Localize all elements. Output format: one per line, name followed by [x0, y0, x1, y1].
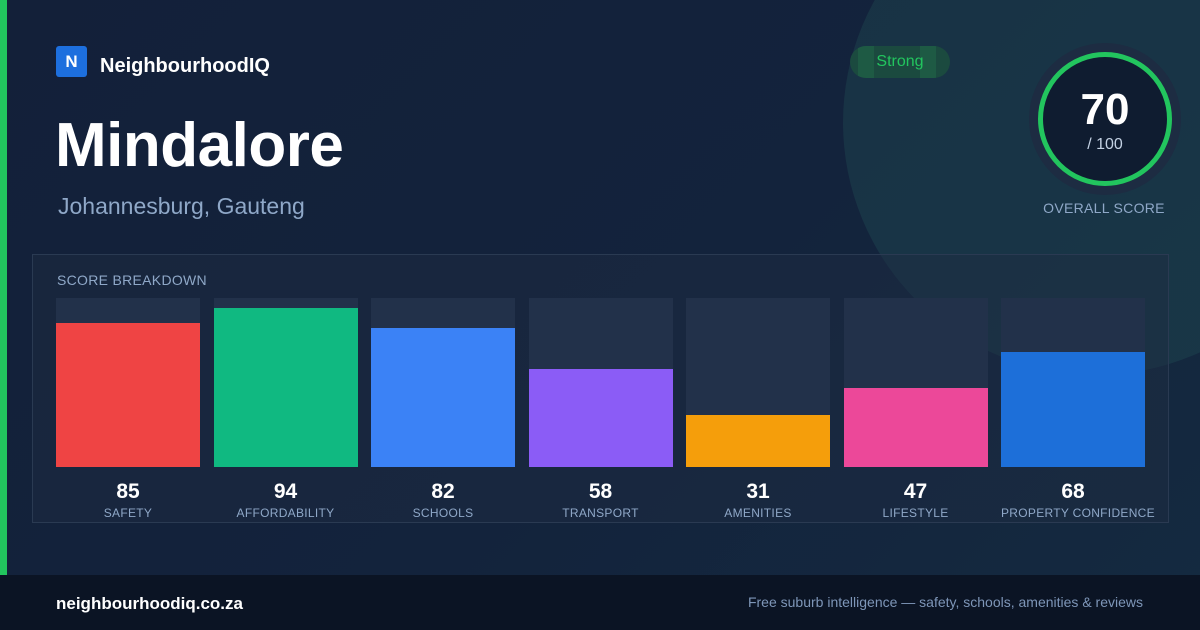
- bar-fill: [1001, 352, 1145, 467]
- footer-url: neighbourhoodiq.co.za: [56, 594, 243, 613]
- bar-fill: [528, 369, 673, 467]
- bar-label: SAFETY: [103, 506, 153, 520]
- brand: N NeighbourhoodIQ: [56, 46, 270, 77]
- bar-track: [1001, 298, 1145, 467]
- bar-fill: [213, 308, 358, 467]
- bar-track: [686, 298, 830, 467]
- overall-score-ring: 70 / 100: [1029, 43, 1181, 195]
- footer: neighbourhoodiq.co.za Free suburb intell…: [0, 575, 1200, 630]
- brand-logo-icon: N: [56, 46, 87, 77]
- bar-track: [56, 298, 200, 467]
- bar-fill: [686, 415, 830, 467]
- score-bar-property-confidence: 68 PROPERTY CONFIDENCE: [1001, 298, 1155, 520]
- accent-bar: [0, 0, 7, 575]
- bar-fill: [371, 328, 515, 467]
- overall-score-value: 70: [1080, 85, 1130, 134]
- score-bar-safety: 85 SAFETY: [56, 298, 200, 520]
- overall-score-label: OVERALL SCORE: [1043, 200, 1165, 216]
- rating-badge-label: Strong: [876, 53, 924, 70]
- bar-fill: [56, 323, 200, 467]
- bar-label: AFFORDABILITY: [236, 506, 335, 520]
- bar-track: [371, 298, 515, 467]
- bar-label: PROPERTY CONFIDENCE: [1001, 506, 1155, 520]
- bar-value: 82: [431, 480, 455, 503]
- overall-score-inner: 70 / 100: [1038, 52, 1172, 186]
- score-breakdown-title: SCORE BREAKDOWN: [57, 272, 207, 288]
- score-bar-amenities: 31 AMENITIES: [686, 298, 830, 520]
- bar-track: [843, 298, 988, 467]
- bar-label: LIFESTYLE: [882, 506, 949, 520]
- score-bar-transport: 58 TRANSPORT: [528, 298, 673, 520]
- footer-tagline: Free suburb intelligence — safety, schoo…: [747, 594, 1143, 610]
- score-bar-schools: 82 SCHOOLS: [371, 298, 515, 520]
- bar-track: [528, 298, 673, 467]
- rating-badge: Strong: [850, 46, 950, 78]
- bar-label: AMENITIES: [724, 506, 792, 520]
- bar-value: 94: [273, 480, 298, 503]
- bar-value: 68: [1061, 480, 1085, 503]
- score-breakdown-panel: SCORE BREAKDOWN 85 SAFETY 94 AFFORDABILITY 8…: [32, 254, 1169, 523]
- bar-track: [213, 298, 358, 467]
- bar-value: 58: [588, 480, 613, 503]
- brand-name: NeighbourhoodIQ: [100, 55, 270, 77]
- bar-value: 85: [116, 480, 140, 503]
- bar-label: SCHOOLS: [412, 506, 474, 520]
- bar-label: TRANSPORT: [562, 506, 639, 520]
- bar-value: 47: [903, 480, 928, 503]
- suburb-title: Mindalore: [55, 111, 344, 180]
- bar-fill: [843, 388, 988, 467]
- score-bar-lifestyle: 47 LIFESTYLE: [843, 298, 988, 520]
- overall-score-max: / 100: [1087, 136, 1123, 153]
- bar-value: 31: [746, 480, 770, 503]
- suburb-location: Johannesburg, Gauteng: [58, 193, 305, 219]
- score-bar-affordability: 94 AFFORDABILITY: [213, 298, 358, 520]
